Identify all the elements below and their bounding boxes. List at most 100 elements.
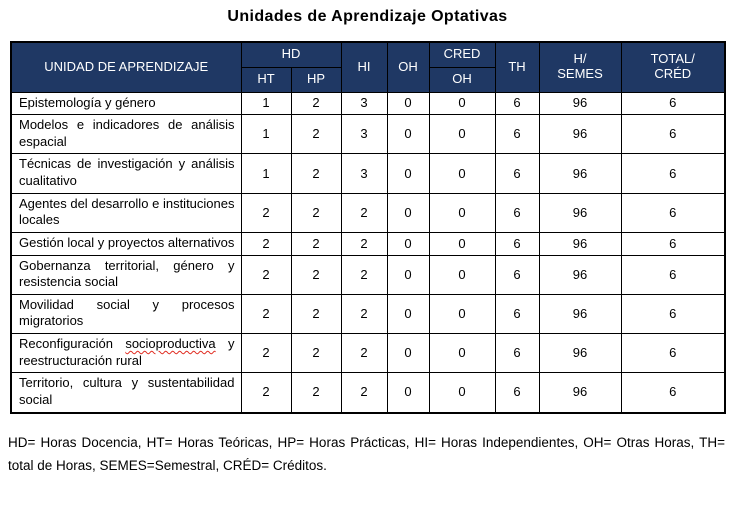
value-cell: 2 <box>240 231 292 256</box>
value-cell: 0 <box>428 254 496 295</box>
header-total-cred-line1: TOTAL/ <box>650 51 695 67</box>
abbreviations-footnote: HD= Horas Docencia, HT= Horas Teóricas, … <box>8 434 725 474</box>
value-cell: 0 <box>386 293 430 335</box>
table-row: Modelos e indicadores de análisis espaci… <box>10 114 726 155</box>
table-row: Territorio, cultura y sustentabilidad so… <box>10 372 726 413</box>
value-cell: 6 <box>494 114 540 155</box>
header-unit: UNIDAD DE APRENDIZAJE <box>10 41 242 93</box>
header-th: TH <box>494 41 540 93</box>
value-cell: 6 <box>494 192 540 233</box>
value-cell: 2 <box>340 332 388 374</box>
header-total-cred-line2: CRÉD <box>654 66 692 82</box>
unit-name-text: Epistemología y género <box>19 94 156 110</box>
value-cell: 2 <box>240 254 292 295</box>
value-cell: 6 <box>620 254 726 295</box>
value-cell: 0 <box>428 192 496 233</box>
optional-units-table: UNIDAD DE APRENDIZAJE HD HI OH CRED TH H… <box>10 41 726 414</box>
unit-name-cell: Movilidad social y procesos migratorios <box>10 293 242 335</box>
value-cell: 96 <box>538 153 622 194</box>
value-cell: 2 <box>340 254 388 295</box>
value-cell: 6 <box>494 91 540 116</box>
header-hd: HD <box>240 41 342 68</box>
value-cell: 3 <box>340 91 388 116</box>
value-cell: 1 <box>240 91 292 116</box>
value-cell: 6 <box>494 254 540 295</box>
value-cell: 2 <box>290 254 342 295</box>
value-cell: 6 <box>494 332 540 374</box>
value-cell: 0 <box>386 231 430 256</box>
value-cell: 6 <box>494 153 540 194</box>
value-cell: 6 <box>620 192 726 233</box>
value-cell: 0 <box>428 231 496 256</box>
value-cell: 96 <box>538 293 622 335</box>
value-cell: 6 <box>620 293 726 335</box>
value-cell: 2 <box>290 332 342 374</box>
value-cell: 2 <box>240 372 292 413</box>
unit-name-cell: Modelos e indicadores de análisis espaci… <box>10 114 242 155</box>
unit-name-text: Movilidad social y procesos migratorios <box>19 296 235 329</box>
value-cell: 0 <box>386 372 430 413</box>
value-cell: 96 <box>538 192 622 233</box>
value-cell: 1 <box>240 153 292 194</box>
header-h-semes-line1: H/ <box>573 51 587 67</box>
unit-name-text: Modelos e indicadores de análisis espaci… <box>19 117 235 149</box>
unit-name-cell: Técnicas de investigación y análisis cua… <box>10 153 242 194</box>
value-cell: 6 <box>494 293 540 335</box>
unit-name-cell: Agentes del desarrollo e instituciones l… <box>10 192 242 233</box>
unit-name-cell: Epistemología y género <box>10 91 242 116</box>
value-cell: 96 <box>538 372 622 413</box>
header-h-semes: H/ SEMES <box>538 41 622 93</box>
value-cell: 0 <box>428 91 496 116</box>
value-cell: 96 <box>538 91 622 116</box>
value-cell: 2 <box>240 332 292 374</box>
unit-name-cell: Gobernanza territorial, género y resiste… <box>10 254 242 295</box>
header-cred: CRED <box>428 41 496 68</box>
value-cell: 2 <box>340 372 388 413</box>
value-cell: 6 <box>620 114 726 155</box>
page-title: Unidades de Aprendizaje Optativas <box>227 8 508 25</box>
unit-name-text: Técnicas de investigación y análisis cua… <box>19 156 235 188</box>
value-cell: 96 <box>538 254 622 295</box>
unit-name-text: Agentes del desarrollo e instituciones l… <box>19 195 235 228</box>
value-cell: 0 <box>386 114 430 155</box>
value-cell: 0 <box>386 91 430 116</box>
value-cell: 96 <box>538 231 622 256</box>
unit-name-text: Gobernanza territorial, género y resiste… <box>19 257 235 290</box>
value-cell: 2 <box>290 231 342 256</box>
table-row: Gobernanza territorial, género y resiste… <box>10 254 726 295</box>
table-row: Agentes del desarrollo e instituciones l… <box>10 192 726 233</box>
value-cell: 0 <box>428 114 496 155</box>
value-cell: 0 <box>428 372 496 413</box>
value-cell: 2 <box>290 293 342 335</box>
misspelled-word: socioproductiva <box>125 336 216 351</box>
value-cell: 6 <box>620 91 726 116</box>
value-cell: 2 <box>340 192 388 233</box>
header-ht: HT <box>240 66 292 93</box>
optional-units-table-wrap: UNIDAD DE APRENDIZAJE HD HI OH CRED TH H… <box>10 41 726 414</box>
unit-name-cell: Gestión local y proyectos alternativos <box>10 231 242 256</box>
value-cell: 3 <box>340 153 388 194</box>
unit-name-text: Reconfiguración <box>19 336 126 351</box>
header-total-cred: TOTAL/ CRÉD <box>620 41 726 93</box>
value-cell: 3 <box>340 114 388 155</box>
value-cell: 2 <box>290 114 342 155</box>
value-cell: 6 <box>494 372 540 413</box>
header-h-semes-line2: SEMES <box>557 66 603 82</box>
unit-name-text: Gestión local y proyectos alternativos <box>19 234 235 250</box>
value-cell: 96 <box>538 332 622 374</box>
value-cell: 2 <box>240 293 292 335</box>
value-cell: 6 <box>620 372 726 413</box>
value-cell: 0 <box>386 254 430 295</box>
value-cell: 0 <box>386 192 430 233</box>
value-cell: 6 <box>620 332 726 374</box>
table-row: Técnicas de investigación y análisis cua… <box>10 153 726 194</box>
value-cell: 96 <box>538 114 622 155</box>
value-cell: 2 <box>340 231 388 256</box>
value-cell: 6 <box>494 231 540 256</box>
unit-name-cell: Territorio, cultura y sustentabilidad so… <box>10 372 242 413</box>
value-cell: 0 <box>386 332 430 374</box>
unit-name-cell: Reconfiguración socioproductiva y reestr… <box>10 332 242 374</box>
header-hp: HP <box>290 66 342 93</box>
value-cell: 6 <box>620 153 726 194</box>
value-cell: 0 <box>386 153 430 194</box>
